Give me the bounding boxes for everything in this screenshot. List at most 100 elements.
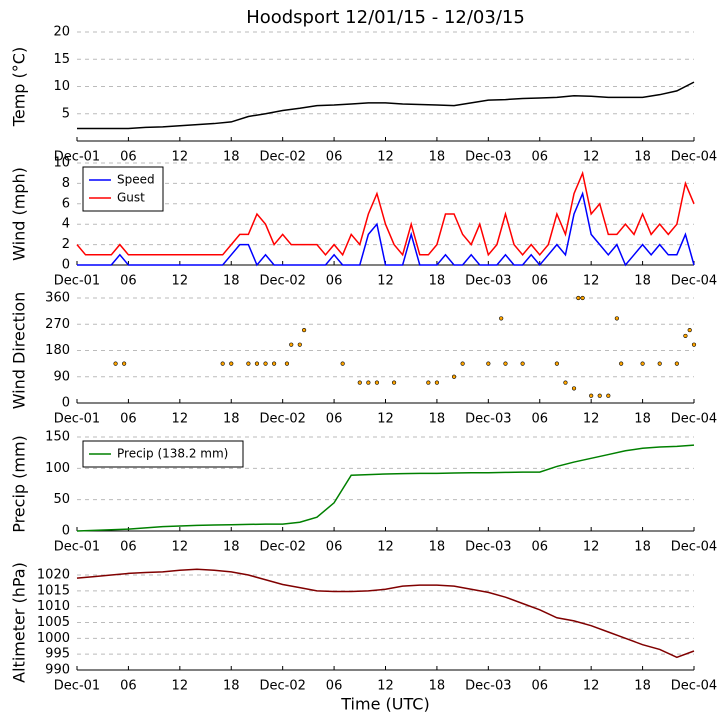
x-tick-label: Dec-04 [671,540,717,555]
y-axis-label: Precip (mm) [10,435,29,533]
data-point [229,361,234,366]
y-tick-label: 2 [62,237,70,252]
legend-label: Gust [117,191,145,205]
y-tick-label: 1015 [37,583,70,598]
x-tick-label: 18 [634,274,651,289]
y-tick-label: 1005 [37,615,70,630]
x-tick-label: 06 [326,274,343,289]
x-tick-label: 18 [429,150,446,165]
data-point [434,380,440,385]
y-tick-label: 90 [53,369,70,384]
x-tick-label: 06 [531,540,548,555]
data-point [113,361,118,366]
x-tick-label: Dec-01 [54,274,100,289]
x-axis-label: Time (UTC) [340,695,429,714]
data-point [563,380,568,385]
x-tick-label: Dec-01 [54,412,100,427]
x-tick-label: 06 [120,274,137,289]
legend-label: Precip (138.2 mm) [117,447,228,461]
data-point [499,316,504,321]
x-tick-label: 12 [377,150,394,165]
data-point [391,380,397,385]
data-point [554,361,559,366]
x-tick-label: 06 [120,150,137,165]
data-point [254,361,260,366]
data-point [576,295,581,301]
data-line [76,568,695,659]
y-tick-label: 360 [45,291,70,306]
y-tick-label: 10 [53,79,70,94]
x-tick-label: Dec-01 [54,150,100,165]
data-point [687,327,692,333]
data-point [366,380,371,385]
y-tick-label: 1020 [37,568,70,583]
x-tick-label: 18 [223,679,240,694]
data-point [271,361,277,366]
data-point [674,361,679,366]
x-tick-label: Dec-02 [259,540,305,555]
x-tick-label: 12 [172,540,189,555]
x-tick-label: 12 [583,412,600,427]
x-tick-label: 12 [172,150,189,165]
x-tick-label: 18 [223,150,240,165]
x-tick-label: 06 [531,412,548,427]
x-tick-label: 18 [429,540,446,555]
x-tick-label: Dec-04 [671,274,717,289]
data-point [691,342,697,347]
x-tick-label: Dec-02 [259,150,305,165]
x-tick-label: 12 [172,412,189,427]
x-tick-label: 06 [326,412,343,427]
x-tick-label: Dec-02 [259,412,305,427]
y-tick-label: 1010 [37,599,70,614]
x-tick-label: 18 [634,540,651,555]
x-tick-label: Dec-03 [465,150,511,165]
x-tick-label: Dec-03 [465,679,511,694]
data-point [580,295,585,301]
y-tick-label: 1000 [37,631,70,646]
data-point [451,374,457,379]
data-point [426,380,431,385]
data-point [571,386,577,391]
x-tick-label: 06 [531,150,548,165]
x-tick-label: Dec-03 [465,274,511,289]
data-point [220,361,225,366]
x-tick-label: 18 [634,412,651,427]
x-tick-label: 06 [326,540,343,555]
x-tick-label: 18 [634,150,651,165]
x-tick-label: 18 [429,679,446,694]
x-tick-label: 18 [634,679,651,694]
x-tick-label: 18 [223,274,240,289]
x-tick-label: 12 [172,679,189,694]
x-tick-label: Dec-04 [671,150,717,165]
x-tick-label: 12 [377,412,394,427]
data-point [460,361,465,366]
x-tick-label: 06 [326,679,343,694]
data-line [77,191,695,267]
x-tick-label: 18 [429,274,446,289]
data-point [486,361,491,366]
y-tick-label: 270 [45,317,70,332]
data-point [683,333,688,339]
y-tick-label: 0 [62,258,70,273]
y-axis-label: Wind (mph) [10,167,29,261]
x-tick-label: 06 [120,679,137,694]
data-point [657,361,662,366]
y-tick-label: 50 [53,492,70,507]
x-tick-label: 06 [120,540,137,555]
y-tick-label: 180 [45,343,70,358]
data-point [284,361,290,366]
x-tick-label: 06 [326,150,343,165]
data-line [77,81,695,130]
legend-label: Speed [117,173,155,187]
legend-box [82,166,164,212]
x-tick-label: 12 [583,150,600,165]
y-tick-label: 20 [53,25,70,40]
x-tick-label: Dec-04 [671,412,717,427]
data-point [520,361,525,366]
x-tick-label: Dec-04 [671,679,717,694]
x-tick-label: 12 [583,679,600,694]
y-tick-label: 4 [62,217,70,232]
data-point [263,361,268,366]
y-axis-label: Wind Direction [10,292,29,410]
data-point [301,327,307,333]
